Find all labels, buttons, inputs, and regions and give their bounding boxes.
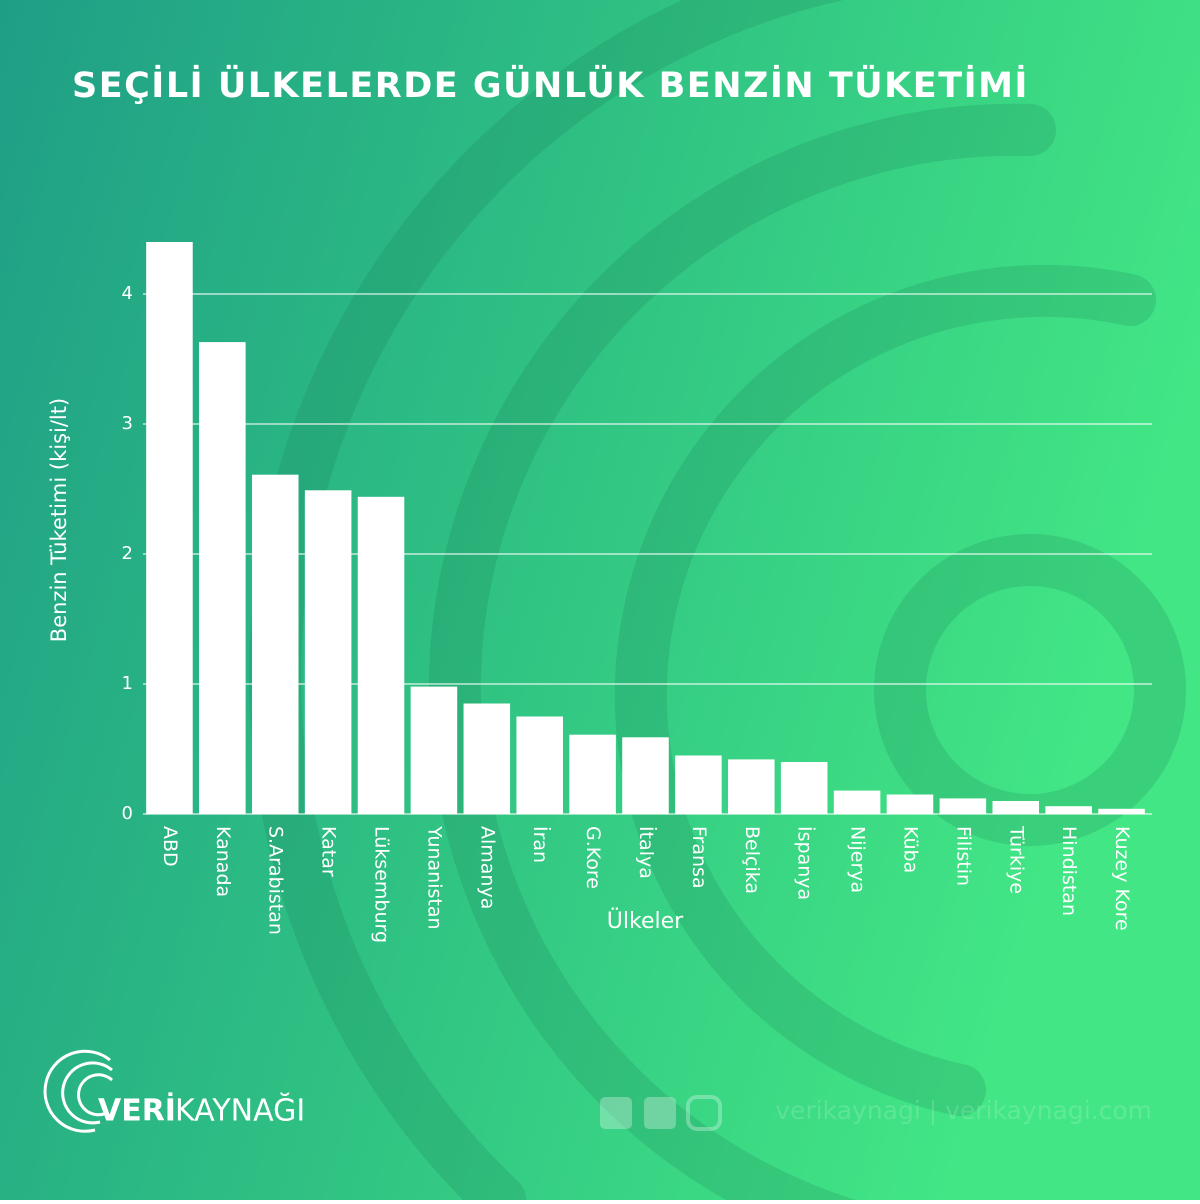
x-tick-label: Türkiye (1005, 825, 1027, 894)
y-tick-label: 1 (122, 673, 133, 694)
x-tick-label: Katar (318, 826, 340, 877)
bar (199, 342, 246, 814)
x-tick-label: Hindistan (1058, 826, 1080, 916)
x-tick-label: Almanya (476, 826, 498, 909)
logo (43, 1049, 114, 1133)
bar (780, 762, 828, 814)
bar (728, 759, 775, 814)
y-tick-label: 0 (122, 803, 133, 824)
x-tick-label: Kuzey Kore (1111, 826, 1133, 931)
bar (939, 798, 987, 814)
y-tick-label: 2 (122, 543, 133, 564)
x-tick-label: G.Kore (582, 826, 604, 889)
x-tick-label: İran (529, 826, 552, 863)
y-tick-label: 3 (122, 413, 133, 434)
social-text: verikaynagi | verikaynagi.com (775, 1096, 1152, 1125)
chart-title: SEÇİLİ ÜLKELERDE GÜNLÜK BENZİN TÜKETİMİ (72, 64, 1029, 106)
bar (569, 734, 616, 814)
x-tick-label: Nijerya (847, 826, 869, 893)
brand-suffix: KAYNAĞI (175, 1092, 305, 1129)
bar (992, 801, 1040, 814)
y-axis-label: Benzin Tüketimi (kişi/lt) (47, 398, 71, 642)
bar (833, 790, 881, 814)
x-tick-label: Filistin (952, 826, 974, 886)
bar (516, 716, 563, 814)
decor-arcs (249, 0, 1186, 1204)
x-tick-label: Fransa (688, 826, 710, 889)
bar (1098, 808, 1145, 814)
x-tick-label: Yunanistan (423, 825, 445, 930)
brand: VERİ (98, 1093, 176, 1129)
x-tick-label: ABD (159, 826, 181, 867)
bar (1045, 806, 1092, 814)
x-tick-label: İspanya (794, 826, 817, 900)
bar (622, 737, 669, 814)
x-axis-label: Ülkeler (607, 908, 684, 934)
x-tick-label: Kanada (212, 826, 234, 897)
bar (675, 755, 722, 814)
x-tick-label: Küba (899, 826, 921, 873)
x-tick-label: S.Arabistan (265, 826, 287, 935)
bar (463, 703, 511, 814)
bar (410, 686, 458, 814)
x-tick-label: İtalya (635, 826, 658, 879)
bar (251, 474, 299, 814)
bar (146, 242, 193, 814)
bar (886, 794, 934, 814)
x-tick-label: Lüksemburg (371, 826, 393, 943)
bar (357, 496, 405, 814)
y-tick-label: 4 (122, 283, 133, 304)
social-icons (600, 1095, 722, 1131)
bar (304, 490, 352, 814)
x-tick-label: Belçika (741, 826, 763, 894)
